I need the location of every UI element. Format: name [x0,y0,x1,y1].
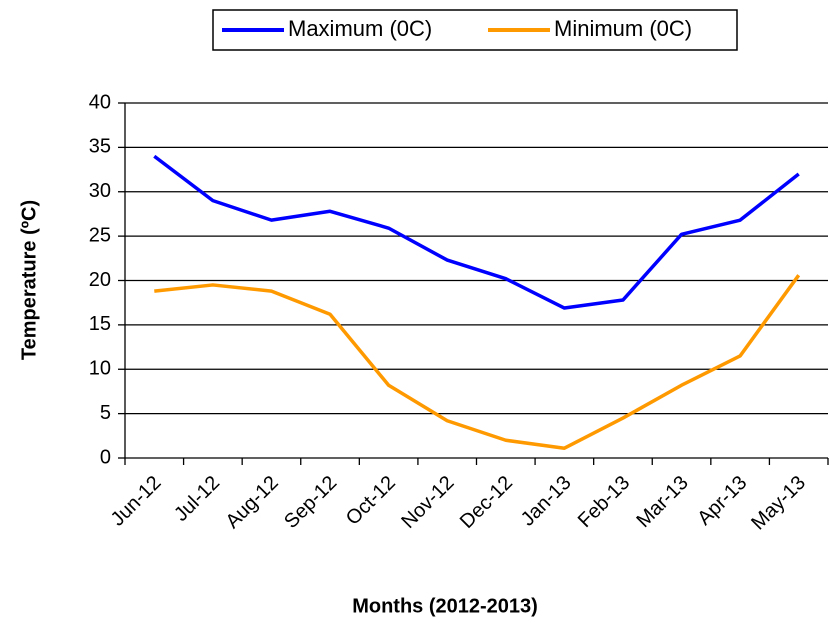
y-tick-label: 5 [100,402,111,424]
x-tick-label: May-13 [747,472,810,535]
legend-label: Minimum (0C) [554,16,692,41]
y-axis-label: Temperature (ºC) [18,200,40,360]
x-tick-label: Jan-13 [517,472,576,531]
x-tick-label: Oct-12 [342,472,400,530]
y-tick-label: 35 [89,136,111,158]
x-tick-label: Mar-13 [632,472,692,532]
x-tick-label: Feb-13 [574,472,634,532]
x-tick-label: Jul-12 [170,472,224,526]
legend-label: Maximum (0C) [288,16,432,41]
y-tick-label: 40 [89,91,111,113]
y-tick-label: 10 [89,358,111,380]
legend-box [212,9,738,51]
series-line [154,274,801,450]
y-tick-label: 15 [89,313,111,335]
y-tick-label: 25 [89,224,111,246]
x-tick-label: Aug-12 [222,472,283,533]
x-tick-label: Apr-13 [693,472,751,530]
x-tick-label: Dec-12 [456,472,517,533]
x-axis-label: Months (2012-2013) [352,595,538,617]
x-tick-label: Sep-12 [280,472,341,533]
y-tick-label: 20 [89,269,111,291]
x-tick-label: Nov-12 [397,472,458,533]
x-tick-label: Jun-12 [107,472,166,531]
y-tick-label: 30 [89,180,111,202]
y-tick-label: 0 [100,446,111,468]
series-line [153,154,800,310]
